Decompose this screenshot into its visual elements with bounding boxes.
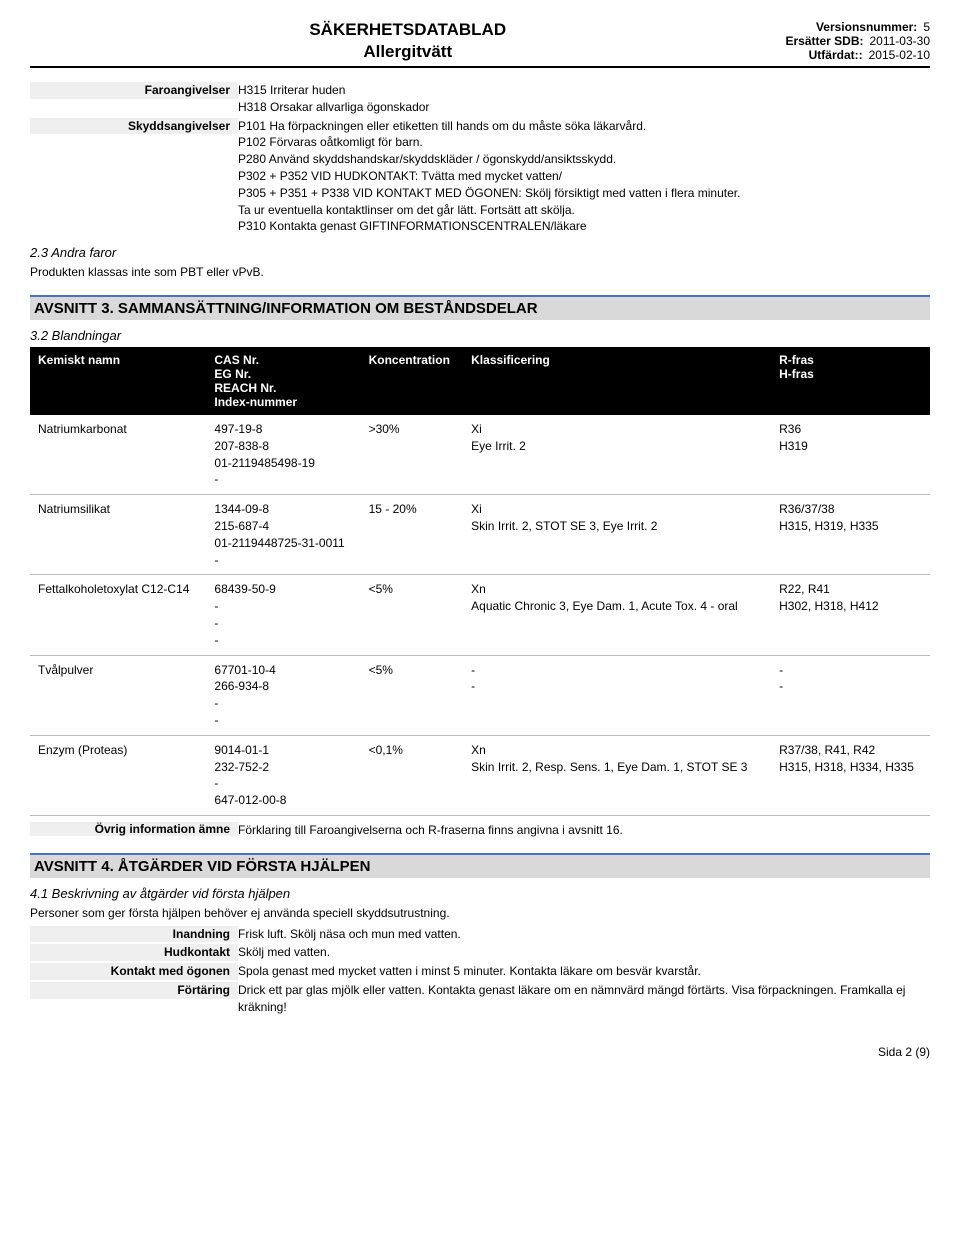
cell-cas: 67701-10-4 266-934-8 - -	[206, 655, 360, 735]
cell-cas: 68439-50-9 - - -	[206, 575, 360, 655]
sec-2-3-heading: 2.3 Andra faror	[30, 245, 930, 260]
cell-name: Natriumkarbonat	[30, 415, 206, 495]
table-row: Natriumkarbonat 497-19-8 207-838-8 01-21…	[30, 415, 930, 495]
sec-4-1-text: Personer som ger första hjälpen behöver …	[30, 905, 930, 922]
cell-conc: <5%	[361, 575, 464, 655]
cell-conc: >30%	[361, 415, 464, 495]
skyddsangivelser-label: Skyddsangivelser	[30, 118, 238, 135]
ogon-label: Kontakt med ögonen	[30, 963, 238, 980]
other-info-label: Övrig information ämne	[30, 822, 238, 836]
cell-name: Natriumsilikat	[30, 495, 206, 575]
th-cas: CAS Nr. EG Nr. REACH Nr. Index-nummer	[206, 347, 360, 415]
table-row: Tvålpulver 67701-10-4 266-934-8 - - <5% …	[30, 655, 930, 735]
hudkontakt-value: Skölj med vatten.	[238, 944, 930, 961]
th-name: Kemiskt namn	[30, 347, 206, 415]
faroangivelser-value: H315 Irriterar huden H318 Orsakar allvar…	[238, 82, 930, 116]
hazard-block: Faroangivelser H315 Irriterar huden H318…	[30, 82, 930, 235]
cell-phrases: R36 H319	[771, 415, 930, 495]
fortaring-value: Drick ett par glas mjölk eller vatten. K…	[238, 982, 930, 1016]
th-phrases: R-fras H-fras	[771, 347, 930, 415]
cell-class: Xi Eye Irrit. 2	[463, 415, 771, 495]
inandning-label: Inandning	[30, 926, 238, 943]
issued-label: Utfärdat::	[809, 48, 863, 62]
inandning-value: Frisk luft. Skölj näsa och mun med vatte…	[238, 926, 930, 943]
header-meta: Versionsnummer: 5 Ersätter SDB: 2011-03-30…	[785, 20, 930, 62]
firstaid-block: Inandning Frisk luft. Skölj näsa och mun…	[30, 926, 930, 1016]
cell-class: Xn Aquatic Chronic 3, Eye Dam. 1, Acute …	[463, 575, 771, 655]
hudkontakt-label: Hudkontakt	[30, 944, 238, 961]
cell-conc: 15 - 20%	[361, 495, 464, 575]
cell-conc: <5%	[361, 655, 464, 735]
version-value: 5	[923, 20, 930, 34]
ogon-value: Spola genast med mycket vatten i minst 5…	[238, 963, 930, 980]
version-label: Versionsnummer:	[816, 20, 917, 34]
cell-phrases: R22, R41 H302, H318, H412	[771, 575, 930, 655]
table-row: Natriumsilikat 1344-09-8 215-687-4 01-21…	[30, 495, 930, 575]
cell-cas: 1344-09-8 215-687-4 01-2119448725-31-001…	[206, 495, 360, 575]
replaces-value: 2011-03-30	[870, 34, 931, 48]
cell-class: Xi Skin Irrit. 2, STOT SE 3, Eye Irrit. …	[463, 495, 771, 575]
cell-class: Xn Skin Irrit. 2, Resp. Sens. 1, Eye Dam…	[463, 735, 771, 815]
cell-phrases: R36/37/38 H315, H319, H335	[771, 495, 930, 575]
th-class: Klassificering	[463, 347, 771, 415]
replaces-label: Ersätter SDB:	[785, 34, 863, 48]
product-name: Allergitvätt	[30, 42, 785, 62]
doc-type-title: SÄKERHETSDATABLAD	[30, 20, 785, 40]
cell-phrases: - -	[771, 655, 930, 735]
cell-class: - -	[463, 655, 771, 735]
table-row: Enzym (Proteas) 9014-01-1 232-752-2 - 64…	[30, 735, 930, 815]
page-header: SÄKERHETSDATABLAD Allergitvätt Versionsn…	[30, 20, 930, 68]
cell-cas: 9014-01-1 232-752-2 - 647-012-00-8	[206, 735, 360, 815]
cell-name: Tvålpulver	[30, 655, 206, 735]
ingredients-table: Kemiskt namn CAS Nr. EG Nr. REACH Nr. In…	[30, 347, 930, 816]
cell-name: Fettalkoholetoxylat C12-C14	[30, 575, 206, 655]
cell-cas: 497-19-8 207-838-8 01-2119485498-19 -	[206, 415, 360, 495]
cell-conc: <0,1%	[361, 735, 464, 815]
sec-2-3-text: Produkten klassas inte som PBT eller vPv…	[30, 264, 930, 281]
fortaring-label: Förtäring	[30, 982, 238, 999]
table-footer-row: Övrig information ämne Förklaring till F…	[30, 822, 930, 839]
section-3-title: AVSNITT 3. SAMMANSÄTTNING/INFORMATION OM…	[30, 295, 930, 320]
other-info-value: Förklaring till Faroangivelserna och R-f…	[238, 822, 930, 839]
faroangivelser-label: Faroangivelser	[30, 82, 238, 99]
issued-value: 2015-02-10	[869, 48, 930, 62]
page-number: Sida 2 (9)	[30, 1045, 930, 1059]
sec-4-1-heading: 4.1 Beskrivning av åtgärder vid första h…	[30, 886, 930, 901]
section-4-title: AVSNITT 4. ÅTGÄRDER VID FÖRSTA HJÄLPEN	[30, 853, 930, 878]
sec-3-2-heading: 3.2 Blandningar	[30, 328, 930, 343]
cell-name: Enzym (Proteas)	[30, 735, 206, 815]
header-titles: SÄKERHETSDATABLAD Allergitvätt	[30, 20, 785, 62]
th-conc: Koncentration	[361, 347, 464, 415]
skyddsangivelser-value: P101 Ha förpackningen eller etiketten ti…	[238, 118, 930, 236]
cell-phrases: R37/38, R41, R42 H315, H318, H334, H335	[771, 735, 930, 815]
table-row: Fettalkoholetoxylat C12-C14 68439-50-9 -…	[30, 575, 930, 655]
